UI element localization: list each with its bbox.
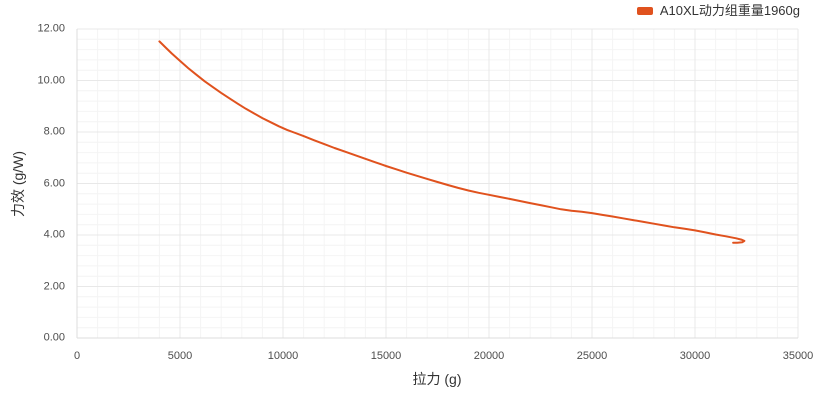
x-tick-label: 0 <box>73 350 81 362</box>
y-axis-title: 力效 (g/W) <box>10 150 26 218</box>
x-tick-label: 20000 <box>473 350 505 362</box>
x-tick-label: 5000 <box>167 350 193 362</box>
y-tick-label: 6.00 <box>43 177 65 189</box>
legend-item[interactable]: A10XL动力组重量1960g <box>636 3 800 18</box>
y-tick-label: 12.00 <box>37 22 65 35</box>
y-tick-label: 2.00 <box>43 280 65 292</box>
x-tick-label: 30000 <box>679 350 711 362</box>
y-tick-label: 8.00 <box>43 125 65 138</box>
series-line <box>158 40 746 244</box>
x-axis-title: 拉力 (g) <box>412 371 462 387</box>
y-tick-label: 4.00 <box>43 228 65 241</box>
x-tick-label: 35000 <box>782 350 814 362</box>
legend-label: A10XL动力组重量1960g <box>659 3 800 18</box>
y-tick-label: 10.00 <box>37 74 65 86</box>
y-tick-label: 0.00 <box>43 331 65 344</box>
x-tick-label: 15000 <box>370 350 402 362</box>
x-tick-label: 25000 <box>576 350 608 362</box>
x-tick-label: 10000 <box>267 350 299 362</box>
legend-swatch-icon <box>636 6 653 15</box>
